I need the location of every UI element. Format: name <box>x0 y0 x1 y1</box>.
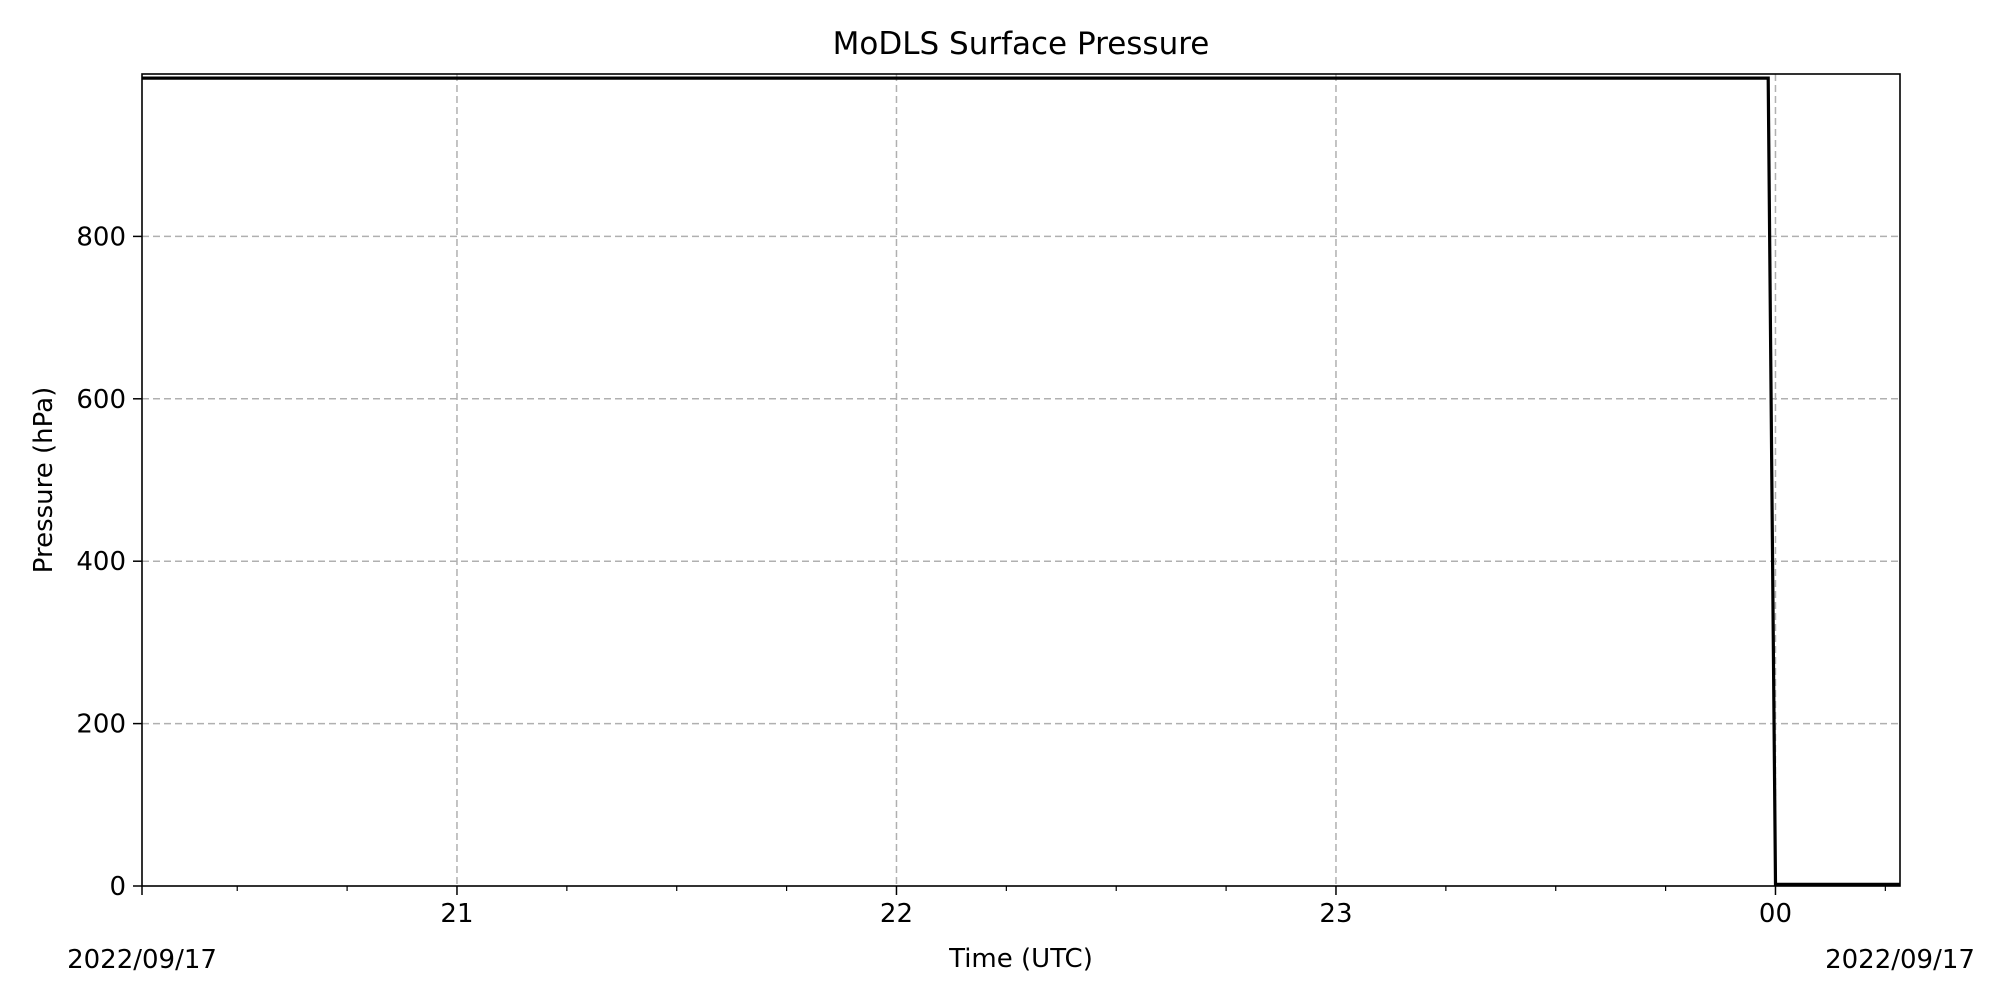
x-axis-label: Time (UTC) <box>948 944 1093 974</box>
series-line <box>142 76 1900 887</box>
y-axis-label: Pressure (hPa) <box>29 387 59 574</box>
plot-frame <box>141 73 1901 887</box>
x-tick-label: 00 <box>1759 899 1792 929</box>
series-layer <box>142 76 1900 887</box>
chart-title: MoDLS Surface Pressure <box>833 26 1210 62</box>
x-tick-label: 21 <box>440 899 473 929</box>
y-tick-label: 800 <box>76 222 126 252</box>
y-tick-label: 200 <box>76 710 126 740</box>
y-axis: 0 200 400 600 800 <box>76 222 142 902</box>
y-tick-label: 0 <box>109 872 126 902</box>
y-tick-label: 600 <box>76 385 126 415</box>
date-label-left: 2022/09/17 <box>67 945 217 975</box>
x-tick-label: 22 <box>880 899 913 929</box>
y-tick-label: 400 <box>76 547 126 577</box>
date-label-right: 2022/09/17 <box>1825 945 1975 975</box>
x-tick-label: 23 <box>1319 899 1352 929</box>
x-axis: 21 22 23 00 <box>141 886 1886 929</box>
